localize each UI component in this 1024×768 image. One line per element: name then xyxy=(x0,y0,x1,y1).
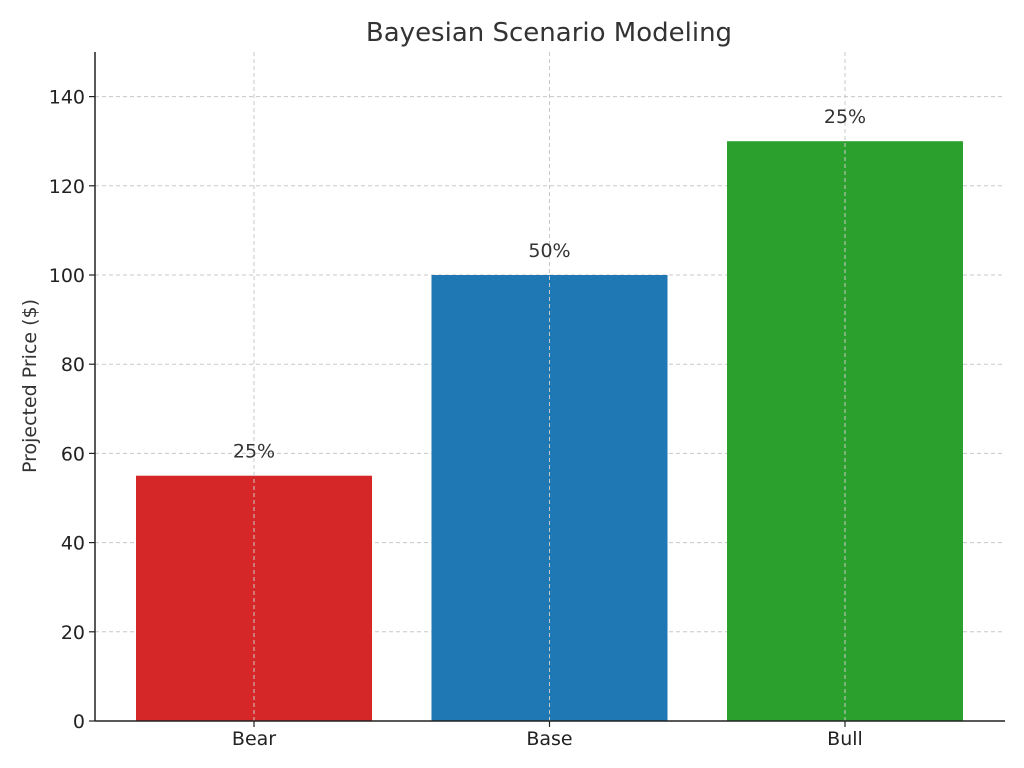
y-axis-label: Projected Price ($) xyxy=(19,299,41,473)
x-tick-label-bull: Bull xyxy=(827,728,863,750)
y-tick-label: 20 xyxy=(61,622,85,644)
y-tick-label: 60 xyxy=(61,443,85,465)
x-tick-label-base: Base xyxy=(526,728,572,750)
data-label-base: 50% xyxy=(528,240,570,262)
y-tick-label: 40 xyxy=(61,533,85,555)
data-label-bear: 25% xyxy=(233,441,275,463)
data-label-bull: 25% xyxy=(824,106,866,128)
chart-title: Bayesian Scenario Modeling xyxy=(366,18,732,48)
axes-layer xyxy=(89,52,1005,727)
y-tick-label: 140 xyxy=(49,87,85,109)
y-tick-label: 100 xyxy=(49,265,85,287)
y-tick-label: 80 xyxy=(61,354,85,376)
x-tick-label-bear: Bear xyxy=(232,728,276,750)
labels-layer: 0 20 40 60 80 100 120 140 25% Bear 50% Base 25% Bull xyxy=(49,87,866,750)
y-tick-label: 120 xyxy=(49,176,85,198)
y-tick-label: 0 xyxy=(73,711,85,733)
bars-layer xyxy=(136,141,963,721)
